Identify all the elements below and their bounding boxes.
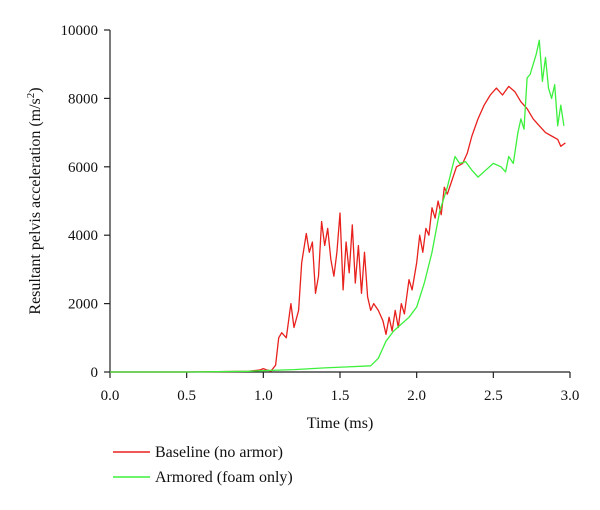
- y-axis-title: Resultant pelvis acceleration (m/s2): [25, 87, 44, 314]
- x-tick-label: 2.5: [484, 388, 503, 404]
- y-tick-label: 0: [91, 365, 99, 381]
- x-tick-label: 0.0: [101, 388, 120, 404]
- x-axis-ticks: 0.0 0.5 1.0 1.5 2.0 2.5 3.0: [101, 372, 580, 404]
- y-axis-ticks: 0 2000 4000 6000 8000 10000: [61, 23, 110, 381]
- y-tick-label: 10000: [61, 23, 99, 39]
- x-axis-title: Time (ms): [307, 415, 374, 432]
- series-layer: [110, 39, 566, 373]
- y-axis-title-close: ): [27, 87, 44, 92]
- x-tick-label: 1.0: [254, 388, 273, 404]
- x-tick-label: 3.0: [561, 388, 580, 404]
- y-axis-title-superscript: 2: [25, 93, 37, 99]
- series-line-armored: [110, 39, 565, 373]
- legend-label-armored: Armored (foam only): [155, 469, 293, 486]
- y-axis-title-main: Resultant pelvis acceleration (m/s: [27, 98, 44, 314]
- x-tick-label: 1.5: [331, 388, 350, 404]
- y-tick-label: 8000: [68, 91, 98, 107]
- legend: Baseline (no armor) Armored (foam only): [113, 444, 293, 486]
- y-tick-label: 4000: [68, 228, 98, 244]
- y-tick-label: 6000: [68, 160, 98, 176]
- x-tick-label: 0.5: [177, 388, 196, 404]
- y-tick-label: 2000: [68, 297, 98, 313]
- x-tick-label: 2.0: [407, 388, 426, 404]
- legend-label-baseline: Baseline (no armor): [155, 444, 283, 461]
- series-line-baseline: [110, 85, 566, 373]
